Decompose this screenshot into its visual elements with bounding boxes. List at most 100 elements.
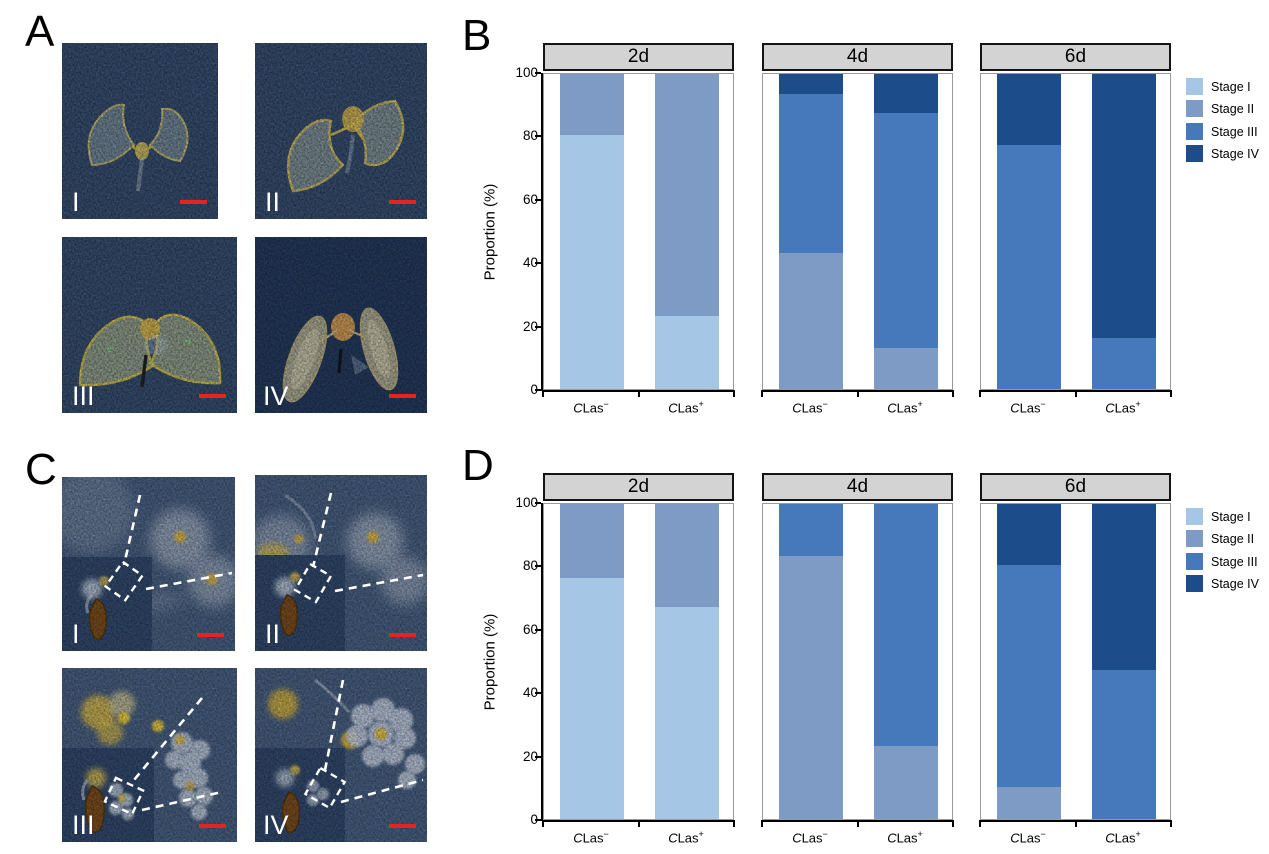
legend-label: Stage II	[1211, 532, 1255, 547]
bar-segment-stage-iv	[997, 74, 1061, 145]
legend-label: Stage I	[1211, 80, 1251, 94]
y-tick-label: 0	[498, 382, 538, 398]
photo-grain	[62, 237, 237, 413]
bar-segment-stage-iv	[1092, 74, 1156, 339]
legend-swatch-stage-iv	[1186, 575, 1203, 593]
y-tick-mark	[535, 819, 541, 821]
x-category-label: CLas+	[668, 399, 704, 416]
bar-segment-stage-i	[655, 316, 719, 389]
x-axis-tick	[637, 392, 640, 397]
bar-segment-stage-ii	[560, 504, 624, 579]
photo-grain	[62, 43, 218, 219]
facet-plot-4d	[762, 503, 953, 820]
y-tick-label: 80	[522, 558, 538, 574]
x-category-label: CLas−	[573, 829, 609, 846]
bar-segment-stage-ii	[655, 74, 719, 317]
panel-d: D Proportion (%) 0 20 40 60 80 100 2d CLas− CLas+…	[460, 444, 1269, 854]
x-category-label: CLas+	[668, 829, 704, 846]
y-tick-mark	[535, 72, 541, 74]
photo-grain	[255, 668, 427, 842]
legend-swatch-stage-i	[1186, 508, 1203, 525]
x-axis-line	[761, 390, 954, 392]
photo-grain	[255, 237, 427, 413]
legend-label: Stage IV	[1211, 147, 1259, 162]
stage-label: IV	[263, 810, 289, 840]
photo-grain	[255, 43, 427, 219]
bar-segment-stage-ii	[997, 787, 1061, 819]
micrograph-a-stage-iii: III	[62, 237, 237, 413]
magnification-callout	[303, 679, 424, 810]
legend-swatch-stage-i	[1186, 78, 1203, 95]
facet-strip-6d: 6d	[980, 473, 1171, 501]
x-category-label: CLas−	[1010, 829, 1046, 846]
bar-segment-stage-iii	[997, 144, 1061, 389]
x-axis-tick	[856, 822, 859, 827]
x-axis-line	[979, 820, 1172, 822]
scale-bar	[389, 824, 416, 828]
x-category-label: CLas+	[1105, 829, 1141, 846]
scale-bar	[389, 633, 416, 637]
x-axis-tick	[761, 392, 763, 397]
legend-label: Stage IV	[1211, 577, 1259, 592]
bar-segment-stage-i	[560, 578, 624, 819]
x-axis-tick	[1074, 822, 1077, 827]
facet-strip-2d: 2d	[543, 43, 734, 71]
bar-clas-minus	[997, 74, 1061, 389]
legend-swatch-stage-iii	[1186, 122, 1203, 140]
panel-b: B Proportion (%) 0 20 40 60 80 100 2d CLas− CLas+…	[460, 14, 1269, 438]
y-tick-label: 40	[522, 685, 538, 701]
photo-grain	[62, 668, 237, 842]
panel-a-label: A	[25, 7, 55, 56]
stage-label: IV	[263, 381, 289, 411]
facet-strip-6d: 6d	[980, 43, 1171, 71]
scale-bar	[197, 633, 224, 637]
legend-swatch-stage-ii	[1186, 100, 1203, 118]
bar-segment-stage-iii	[874, 504, 938, 747]
stage-label: I	[72, 619, 80, 649]
x-category-label: CLas+	[1105, 399, 1141, 416]
x-axis-tick	[856, 392, 859, 397]
photo-grain	[255, 475, 427, 651]
x-axis-tick	[733, 822, 735, 827]
panel-a: A I II	[0, 0, 460, 440]
bar-segment-stage-iii	[1092, 670, 1156, 819]
y-tick-label: 0	[498, 812, 538, 828]
x-axis-line	[542, 820, 735, 822]
x-axis-tick	[952, 392, 954, 397]
x-category-label: CLas−	[792, 829, 828, 846]
magnification-callout	[293, 492, 424, 604]
legend-label: Stage III	[1211, 124, 1258, 139]
stage-label: II	[265, 619, 280, 649]
bar-segment-stage-ii	[779, 252, 843, 389]
facet-strip-2d: 2d	[543, 473, 734, 501]
x-axis-tick	[637, 822, 640, 827]
x-category-label: CLas+	[887, 399, 923, 416]
bar-clas-plus	[1092, 504, 1156, 819]
scale-bar	[389, 200, 416, 204]
bar-clas-plus	[655, 504, 719, 819]
facet-plot-2d	[543, 503, 734, 820]
bar-segment-stage-ii	[560, 74, 624, 136]
legend-label: Stage I	[1211, 510, 1251, 524]
panel-b-label: B	[462, 11, 492, 60]
y-axis-line	[541, 503, 543, 821]
bar-clas-plus	[655, 74, 719, 389]
scale-bar	[180, 200, 207, 204]
stacked-bar-chart-b: Proportion (%) 0 20 40 60 80 100 2d CLas− CLas+ 4d…	[460, 14, 1269, 438]
y-tick-mark	[535, 325, 541, 328]
x-category-label: CLas−	[1010, 399, 1046, 416]
bar-segment-stage-ii	[874, 347, 938, 389]
x-category-label: CLas−	[792, 399, 828, 416]
y-tick-mark	[535, 502, 541, 504]
bar-segment-stage-ii	[779, 555, 843, 819]
y-tick-mark	[535, 692, 541, 695]
y-tick-mark	[535, 198, 541, 201]
y-tick-label: 20	[522, 318, 538, 334]
bar-segment-stage-iii	[997, 565, 1061, 788]
x-axis-tick	[979, 392, 981, 397]
micrograph-c-stage-ii: II	[255, 475, 427, 651]
micrograph-c-stage-i: I	[62, 477, 235, 651]
x-axis-tick	[761, 822, 763, 827]
bar-segment-stage-i	[655, 606, 719, 819]
bar-segment-stage-iii	[779, 504, 843, 556]
